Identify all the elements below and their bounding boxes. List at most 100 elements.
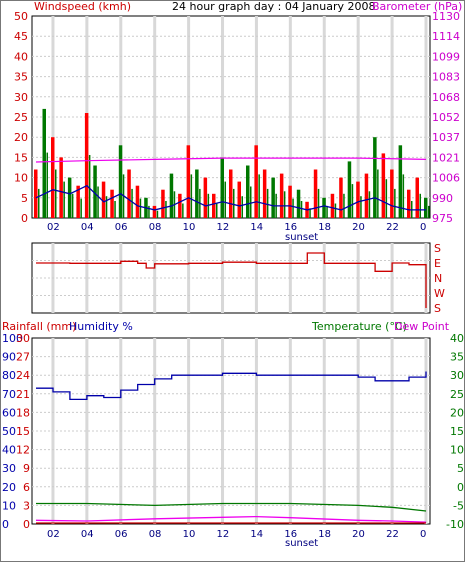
top-x-tick: 02 (47, 222, 60, 233)
bottom-x-tick: 12 (217, 529, 230, 540)
barometer-tick: 1130 (432, 10, 460, 23)
humidity-tick: 20 (2, 481, 16, 494)
windspeed-bar-secondary (233, 188, 235, 218)
temperature-tick: 5 (457, 462, 464, 475)
windspeed-bar (322, 197, 326, 218)
humidity-tick: 10 (2, 499, 16, 512)
bottom-frame (31, 337, 431, 525)
rainfall-tick: 30 (16, 332, 30, 345)
temperature-tick: 25 (450, 388, 464, 401)
windspeed-bar (424, 197, 428, 218)
windspeed-bar (330, 193, 335, 218)
windspeed-tick: 20 (14, 131, 28, 144)
direction-label: W (434, 287, 445, 300)
temperature-tick: 15 (450, 425, 464, 438)
rainfall-tick: 6 (23, 481, 30, 494)
windspeed-bar-secondary (148, 205, 150, 218)
bottom-x-tick: 16 (284, 529, 297, 540)
barometer-tick: 975 (432, 212, 453, 225)
humidity-tick: 70 (2, 388, 16, 401)
windspeed-bar-secondary (385, 179, 388, 218)
windspeed-tick: 15 (14, 151, 28, 164)
windspeed-bar (51, 137, 55, 218)
top-x-tick: 22 (386, 222, 399, 233)
windspeed-bar-secondary (55, 169, 57, 218)
barometer-line (35, 157, 427, 163)
barometer-axis-label: Barometer (hPa) (372, 0, 462, 13)
windspeed-bar-secondary (224, 181, 226, 218)
humidity-tick: 50 (2, 425, 16, 438)
windspeed-bar (93, 165, 97, 218)
bottom-x-tick: 14 (250, 529, 263, 540)
sunset-label-top: sunset (285, 232, 318, 243)
direction-frame (31, 242, 431, 314)
chart-title: 24 hour graph day : 04 January 2008 (172, 0, 376, 13)
bottom-x-tick: 04 (81, 529, 94, 540)
windspeed-bar-secondary (419, 193, 421, 218)
windspeed-bar-secondary (258, 174, 260, 218)
bottom-x-tick: 08 (149, 529, 162, 540)
windspeed-bar-secondary (300, 201, 303, 218)
windspeed-bar (347, 161, 352, 218)
top-x-tick: 10 (183, 222, 196, 233)
humidity-tick: 80 (2, 369, 16, 382)
windspeed-bar-secondary (80, 198, 82, 218)
windspeed-axis-label: Windspeed (kmh) (34, 0, 131, 13)
windspeed-bar (390, 169, 394, 218)
windspeed-bar (220, 157, 224, 218)
top-x-tick: 20 (352, 222, 365, 233)
windspeed-bar-secondary (156, 210, 159, 218)
windspeed-bar (152, 205, 157, 218)
top-x-tick: 04 (81, 222, 94, 233)
windspeed-tick: 0 (21, 212, 28, 225)
windspeed-bar-secondary (88, 155, 91, 218)
wind-barometer-panel: 0510152025303540455097599010061021103710… (14, 10, 460, 233)
rainfall-tick: 12 (16, 444, 30, 457)
windspeed-bar (76, 185, 80, 218)
windspeed-bar (101, 181, 106, 218)
top-x-tick: 14 (250, 222, 263, 233)
humidity-tick: 90 (2, 351, 16, 364)
rainfall-tick: 24 (16, 369, 30, 382)
windspeed-bar-secondary (131, 188, 133, 218)
rainfall-tick: 3 (23, 499, 30, 512)
temperature-tick: -5 (453, 499, 464, 512)
top-x-tick: 12 (217, 222, 230, 233)
windspeed-bar (339, 177, 343, 218)
barometer-tick: 1006 (432, 172, 460, 185)
barometer-tick: 1021 (432, 151, 460, 164)
windspeed-bar-secondary (309, 208, 311, 218)
windspeed-bar (398, 145, 403, 218)
humidity-tick: 100 (2, 332, 23, 345)
windspeed-bar (135, 185, 140, 218)
windspeed-bar-secondary (368, 191, 371, 218)
humidity-axis-label: Humidity % (69, 320, 133, 333)
top-x-tick: 16 (284, 222, 297, 233)
windspeed-bar-secondary (71, 193, 74, 218)
windspeed-bar (161, 189, 165, 218)
windspeed-tick: 40 (14, 50, 28, 63)
windspeed-bar (254, 145, 258, 218)
windspeed-bar (381, 153, 386, 218)
windspeed-bar (59, 157, 63, 218)
windspeed-bar (407, 189, 411, 218)
windspeed-bar (296, 189, 301, 218)
windspeed-bar (212, 193, 216, 218)
windspeed-bar-secondary (326, 205, 328, 218)
temperature-tick: 30 (450, 369, 464, 382)
direction-label: E (434, 257, 441, 270)
windspeed-bar-secondary (105, 196, 108, 218)
direction-label: S (434, 242, 441, 255)
windspeed-bar-secondary (139, 198, 142, 218)
temperature-tick: 35 (450, 351, 464, 364)
windspeed-bar-secondary (351, 184, 354, 218)
bottom-x-tick: 0 (420, 529, 426, 540)
windspeed-tick: 35 (14, 71, 28, 84)
windspeed-bar (262, 169, 267, 218)
windspeed-bar (288, 185, 292, 218)
windspeed-bar-secondary (250, 186, 252, 218)
windspeed-bar (84, 113, 89, 218)
rainfall-tick: 9 (23, 462, 30, 475)
